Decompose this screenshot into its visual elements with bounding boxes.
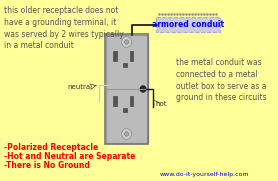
- Bar: [113, 51, 116, 61]
- Text: -Hot and Neutral are Separate: -Hot and Neutral are Separate: [4, 152, 135, 161]
- Bar: [105, 34, 148, 144]
- Bar: [123, 108, 126, 112]
- Text: -There is No Ground: -There is No Ground: [4, 161, 90, 170]
- Text: armored conduit: armored conduit: [152, 20, 224, 29]
- Bar: [106, 35, 148, 143]
- Text: hot: hot: [156, 101, 167, 107]
- Circle shape: [121, 129, 132, 140]
- Text: www.do-it-yourself-help.com: www.do-it-yourself-help.com: [160, 172, 250, 177]
- Bar: [130, 51, 133, 61]
- Text: neutral: neutral: [68, 84, 93, 90]
- Circle shape: [125, 132, 129, 136]
- FancyBboxPatch shape: [156, 17, 220, 32]
- Circle shape: [121, 37, 132, 47]
- Text: the metal conduit was
connected to a metal
outlet box to serve as a
ground in th: the metal conduit was connected to a met…: [176, 58, 266, 102]
- Bar: [113, 96, 116, 106]
- Text: this older receptacle does not
have a grounding terminal, it
was served by 2 wir: this older receptacle does not have a gr…: [4, 6, 123, 50]
- Bar: [130, 96, 133, 106]
- Text: -Polarized Receptacle: -Polarized Receptacle: [4, 143, 98, 152]
- Bar: [123, 63, 126, 67]
- Circle shape: [140, 86, 146, 92]
- Circle shape: [125, 40, 129, 44]
